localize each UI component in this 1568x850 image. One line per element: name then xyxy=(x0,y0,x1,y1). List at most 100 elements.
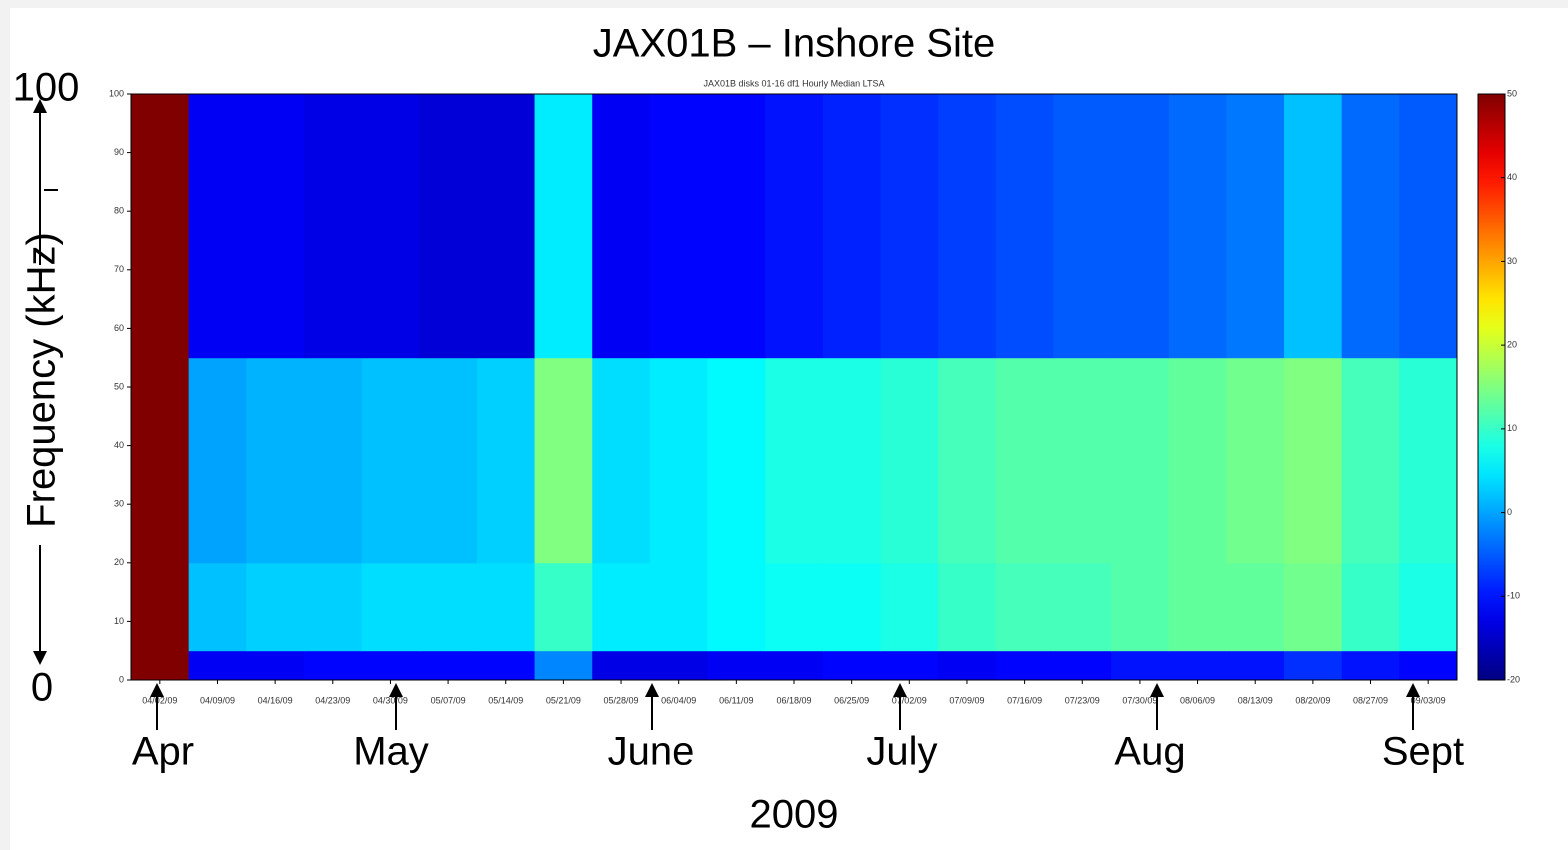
x-tick-label: 04/02/09 xyxy=(142,695,177,705)
y-top-annotation: 100 xyxy=(13,66,80,110)
heatmap-cell xyxy=(592,650,651,681)
heatmap-cell xyxy=(1341,562,1400,652)
colorbar-tick-label: -10 xyxy=(1507,591,1520,601)
x-tick-label: 08/13/09 xyxy=(1238,695,1273,705)
heatmap-cell xyxy=(1053,562,1112,652)
heatmap-cell xyxy=(995,357,1054,564)
heatmap-cell xyxy=(188,562,247,652)
heatmap-cell xyxy=(303,562,363,652)
heatmap-cell xyxy=(131,357,190,564)
month-label: Sept xyxy=(1382,730,1464,774)
month-label: Apr xyxy=(132,730,194,774)
chart-subtitle: JAX01B disks 01-16 df1 Hourly Median LTS… xyxy=(704,78,885,88)
y-tick-label: 0 xyxy=(119,674,124,684)
y-bottom-annotation: 0 xyxy=(31,666,53,710)
heatmap-cell xyxy=(476,94,536,359)
heatmap-cell xyxy=(649,650,709,681)
heatmap-cell xyxy=(419,650,478,681)
heatmap-cell xyxy=(938,357,997,564)
month-label: June xyxy=(608,730,695,774)
y-tick-label: 20 xyxy=(114,557,124,567)
heatmap-cell xyxy=(1111,94,1170,359)
y-tick-label: 10 xyxy=(114,616,124,626)
x-tick-label: 07/09/09 xyxy=(949,695,984,705)
heatmap-cell xyxy=(303,94,363,359)
heatmap-cell xyxy=(131,650,190,681)
heatmap-cell xyxy=(938,94,997,359)
colorbar-tick-label: 10 xyxy=(1507,423,1517,433)
heatmap-cell xyxy=(1399,650,1458,681)
heatmap-cell xyxy=(592,357,651,564)
heatmap-cell xyxy=(246,650,305,681)
heatmap-cell xyxy=(1341,94,1400,359)
heatmap-cell xyxy=(649,357,709,564)
heatmap-cell xyxy=(1168,357,1227,564)
heatmap-cell xyxy=(1053,357,1112,564)
heatmap-cell xyxy=(534,562,593,652)
heatmap-cell xyxy=(476,650,536,681)
heatmap-cell xyxy=(592,562,651,652)
heatmap-cell xyxy=(995,562,1054,652)
heatmap-cell xyxy=(938,562,997,652)
heatmap-cell xyxy=(1284,562,1343,652)
x-tick-label: 04/23/09 xyxy=(315,695,350,705)
heatmap-cell xyxy=(880,94,939,359)
heatmap-cell xyxy=(765,357,824,564)
colorbar-tick-label: 0 xyxy=(1507,507,1512,517)
heatmap-cell xyxy=(1111,357,1170,564)
colorbar-tick-label: 20 xyxy=(1507,340,1517,350)
x-tick-label: 05/28/09 xyxy=(604,695,639,705)
month-label: Aug xyxy=(1114,730,1185,774)
y-tick-label: 30 xyxy=(114,499,124,509)
heatmap-cell xyxy=(995,94,1054,359)
y-tick-label: 50 xyxy=(114,381,124,391)
heatmap-cell xyxy=(246,357,305,564)
heatmap-cell xyxy=(707,94,766,359)
month-label: May xyxy=(353,730,429,774)
heatmap-cell xyxy=(765,650,824,681)
heatmap-cell xyxy=(1111,562,1170,652)
heatmap-cell xyxy=(419,562,478,652)
heatmap-cell xyxy=(188,94,247,359)
heatmap-cell xyxy=(246,562,305,652)
heatmap-cell xyxy=(822,562,881,652)
heatmap-cell xyxy=(361,357,420,564)
x-axis-label: 2009 xyxy=(750,793,839,837)
heatmap-cell xyxy=(188,650,247,681)
x-tick-label: 07/16/09 xyxy=(1007,695,1042,705)
heatmap-cell xyxy=(649,94,709,359)
heatmap-cell xyxy=(1341,357,1400,564)
heatmap-cell xyxy=(1399,562,1458,652)
x-tick-label: 06/04/09 xyxy=(661,695,696,705)
heatmap-cell xyxy=(419,94,478,359)
heatmap-cell xyxy=(534,650,593,681)
heatmap-cell xyxy=(1168,94,1227,359)
heatmap-cell xyxy=(476,562,536,652)
x-tick-label: 05/14/09 xyxy=(488,695,523,705)
heatmap-cell xyxy=(880,357,939,564)
heatmap-cell xyxy=(1341,650,1400,681)
heatmap-cell xyxy=(995,650,1054,681)
heatmap-cell xyxy=(1226,357,1285,564)
heatmap-cell xyxy=(1226,650,1285,681)
y-tick-label: 70 xyxy=(114,264,124,274)
heatmap-cell xyxy=(1111,650,1170,681)
y-tick-label: 100 xyxy=(109,88,124,98)
colorbar-tick-label: -20 xyxy=(1507,674,1520,684)
heatmap-cell xyxy=(534,357,593,564)
y-tick-label: 40 xyxy=(114,440,124,450)
y-tick-label: 80 xyxy=(114,206,124,216)
heatmap-cell xyxy=(822,94,881,359)
heatmap-cell xyxy=(1284,650,1343,681)
chart-title: JAX01B – Inshore Site xyxy=(593,22,995,66)
x-tick-label: 07/02/09 xyxy=(892,695,927,705)
x-tick-label: 05/07/09 xyxy=(431,695,466,705)
heatmap-cell xyxy=(361,650,420,681)
heatmap-cell xyxy=(1168,562,1227,652)
y-axis-label: Frequency (kHz) xyxy=(20,232,64,528)
heatmap-cell xyxy=(707,357,766,564)
x-tick-label: 06/11/09 xyxy=(719,695,753,705)
heatmap-cell xyxy=(1399,94,1458,359)
